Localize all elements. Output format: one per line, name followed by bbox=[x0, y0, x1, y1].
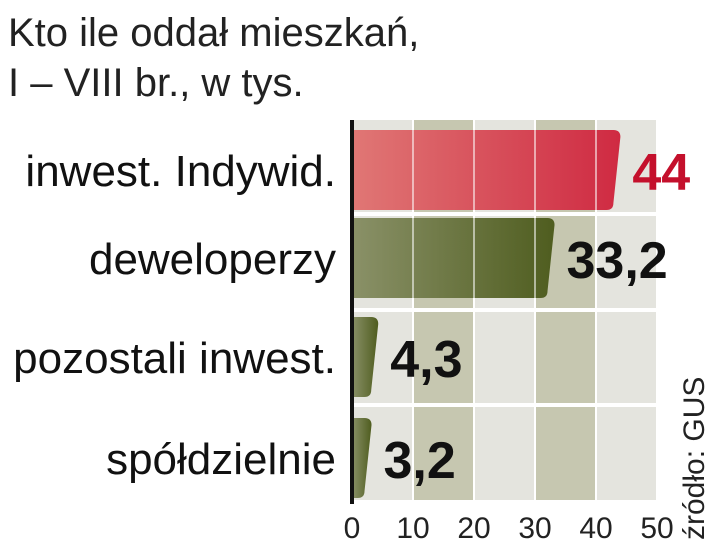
bar bbox=[352, 218, 555, 298]
bar-value-label: 4,3 bbox=[390, 331, 462, 389]
x-tick-label: 0 bbox=[344, 512, 361, 545]
category-label: spółdzielnie bbox=[106, 435, 336, 484]
category-label: deweloperzy bbox=[89, 235, 336, 284]
bar bbox=[352, 130, 621, 210]
x-tick-label: 40 bbox=[579, 512, 612, 545]
source-note: źródło: GUS bbox=[678, 376, 711, 540]
category-label: pozostali inwest. bbox=[13, 334, 336, 383]
x-tick-label: 30 bbox=[518, 512, 551, 545]
bar-value-label: 33,2 bbox=[567, 232, 668, 290]
bar-value-label: 3,2 bbox=[384, 432, 456, 490]
x-tick-label: 10 bbox=[396, 512, 429, 545]
chart-title: Kto ile oddał mieszkań, I – VIII br., w … bbox=[8, 8, 419, 108]
x-tick-label: 50 bbox=[640, 512, 673, 545]
x-tick-label: 20 bbox=[457, 512, 490, 545]
bar-value-label: 44 bbox=[632, 144, 690, 202]
category-label: inwest. Indywid. bbox=[25, 147, 336, 196]
chart-title-line-2: I – VIII br., w tys. bbox=[8, 61, 304, 105]
bar bbox=[352, 418, 372, 498]
bar bbox=[352, 317, 379, 397]
chart-title-line-1: Kto ile oddał mieszkań, bbox=[8, 11, 420, 55]
